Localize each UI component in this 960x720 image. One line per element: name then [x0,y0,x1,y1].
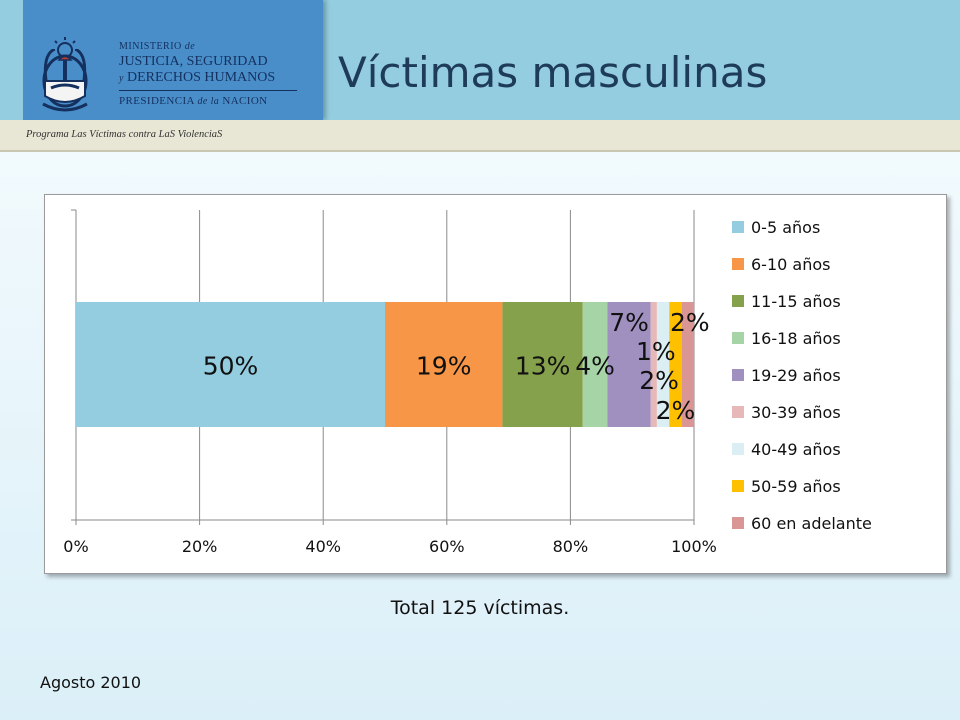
x-tick-label: 100% [671,537,717,556]
data-label: 4% [575,352,615,381]
x-tick-label: 40% [305,537,341,556]
legend-swatch [732,517,744,529]
bar-segment [656,302,670,427]
legend-label: 40-49 años [751,440,841,459]
total-victims: Total 125 víctimas. [390,597,570,619]
data-label: 2% [639,366,679,395]
data-label: 50% [203,352,259,381]
x-tick-label: 0% [63,537,88,556]
bar-segment [502,302,583,427]
presidency-a: PRESIDENCIA [119,95,195,107]
ministry-name: MINISTERIO de JUSTICIA, SEGURIDAD y DERE… [119,42,297,107]
age-distribution-chart: 0% 20% 40% 60% 80% 100%50% 19% 13% 4%7%1%2%2%2%0… [63,209,872,556]
ministry-line3: DERECHOS HUMANOS [126,70,276,85]
bar-segment [582,302,608,427]
x-tick-label: 60% [429,537,465,556]
data-label: 1% [636,337,676,366]
coat-of-arms-icon [42,37,88,112]
legend-swatch [732,332,744,344]
legend-swatch [732,295,744,307]
ministry-line1: MINISTERIO [119,41,182,52]
data-label: 19% [416,352,472,381]
report-date: Agosto 2010 [40,673,142,692]
x-tick-label: 20% [182,537,218,556]
ministry-line3-y: y [119,73,124,84]
data-label: 13% [515,352,571,381]
legend-label: 16-18 años [751,329,841,348]
program-band: Programa Las Víctimas contra LaS Violenc… [0,120,960,152]
bar-segment [650,302,657,427]
legend-swatch [732,221,744,233]
slide-title: Víctimas masculinas [338,48,768,97]
presidency-de: de la [197,96,220,107]
chart-frame: 0% 20% 40% 60% 80% 100% 50% 19% 13% 4% 7% 1% 2% 2% 2% 0… [44,194,947,574]
ministry-separator [119,90,297,91]
bar-segment [681,302,694,427]
legend-label: 6-10 años [751,255,830,274]
data-label: 2% [656,396,696,425]
bar-segment [669,302,682,427]
legend-swatch [732,369,744,381]
legend-swatch [732,443,744,455]
x-tick-label: 80% [553,537,589,556]
ministry-line1-de: de [184,41,196,52]
legend-label: 30-39 años [751,403,841,422]
program-name: Programa Las Víctimas contra LaS Violenc… [26,129,223,140]
bar-segment [607,302,651,427]
legend-label: 60 en adelante [751,514,872,533]
ministry-logo-panel: MINISTERIO de JUSTICIA, SEGURIDAD y DERE… [23,0,323,120]
legend-swatch [732,480,744,492]
bar-segment [385,302,503,427]
data-label: 7% [609,308,649,337]
data-label: 2% [670,308,710,337]
legend-swatch [732,406,744,418]
ministry-line2: JUSTICIA, SEGURIDAD [119,54,268,69]
bar-segment [76,302,385,427]
legend-label: 11-15 años [751,292,841,311]
presidency-b: NACION [222,95,268,107]
legend-label: 50-59 años [751,477,841,496]
legend-label: 19-29 años [751,366,841,385]
legend-label: 0-5 años [751,218,820,237]
legend-swatch [732,258,744,270]
